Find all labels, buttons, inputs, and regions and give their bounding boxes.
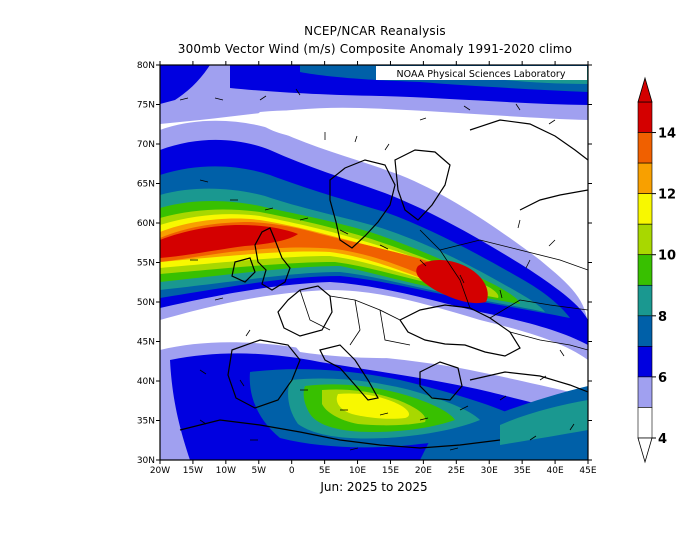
lat-tick-label: 70N — [137, 140, 155, 150]
map-title: NCEP/NCAR Reanalysis — [304, 24, 446, 38]
lon-tick-label: 0 — [289, 466, 295, 476]
lon-tick-label: 15W — [183, 466, 203, 476]
colorbar-bottom-arrow — [637, 437, 653, 464]
lon-tick-label: 45E — [579, 466, 596, 476]
colorbar: 14 12 10 8 6 4 — [637, 76, 676, 464]
lat-tick-label: 75N — [137, 101, 155, 111]
borders — [299, 229, 588, 351]
lat-tick-label: 40N — [137, 377, 155, 387]
lon-tick-label: 30E — [481, 466, 498, 476]
colorbar-segment — [637, 193, 653, 225]
lat-tick-label: 55N — [137, 259, 155, 269]
colorbar-label: 8 — [658, 310, 667, 325]
colorbar-top-arrow — [637, 76, 653, 103]
colorbar-segment — [637, 315, 653, 347]
colorbar-label: 12 — [658, 188, 676, 203]
lat-tick-label: 35N — [137, 417, 155, 427]
lat-tick-label: 65N — [137, 180, 155, 190]
lon-tick-label: 25E — [448, 466, 465, 476]
wind-vectors — [179, 88, 575, 451]
lat-tick-label: 60N — [137, 219, 155, 229]
lat-tick-label: 30N — [137, 456, 155, 466]
lat-tick-label: 80N — [137, 61, 155, 71]
lat-tick-label: 50N — [137, 298, 155, 308]
wind-anomaly-field — [160, 65, 588, 460]
lon-tick-label: 5E — [319, 466, 331, 476]
lat-tick-label: 45N — [137, 338, 155, 348]
colorbar-segment — [637, 407, 653, 439]
colorbar-segment — [637, 223, 653, 256]
colorbar-segment — [637, 346, 653, 378]
colorbar-label: 14 — [658, 127, 676, 142]
colorbar-label: 10 — [658, 249, 676, 264]
lon-tick-label: 15E — [382, 466, 399, 476]
colorbar-segment — [637, 284, 653, 317]
map-subtitle: 300mb Vector Wind (m/s) Composite Anomal… — [177, 42, 573, 56]
colorbar-segment — [637, 132, 653, 164]
lon-tick-label: 10W — [216, 466, 236, 476]
period-label: Jun: 2025 to 2025 — [320, 480, 428, 494]
credit-label: NOAA Physical Sciences Laboratory — [397, 69, 566, 80]
colorbar-label: 6 — [658, 371, 667, 386]
colorbar-label: 4 — [658, 432, 667, 447]
coastlines — [179, 119, 588, 449]
lon-tick-label: 10E — [349, 466, 366, 476]
colorbar-segment — [637, 101, 653, 133]
longitude-axis: 20W 15W 10W 5W 0 5E 10E 15E 20E 25E 30E 35E 40E 45E — [150, 61, 597, 476]
latitude-axis: 80N 75N 70N 65N 60N 55N 50N 45N 40N 35N 30N — [137, 61, 592, 466]
lon-tick-label: 5W — [251, 466, 266, 476]
lon-tick-label: 20W — [150, 466, 170, 476]
lon-tick-label: 40E — [547, 466, 564, 476]
lon-tick-label: 20E — [415, 466, 432, 476]
colorbar-segment — [637, 254, 653, 286]
colorbar-segment — [637, 162, 653, 194]
colorbar-segment — [637, 376, 653, 408]
credit-box — [376, 66, 587, 80]
lon-tick-label: 35E — [514, 466, 531, 476]
